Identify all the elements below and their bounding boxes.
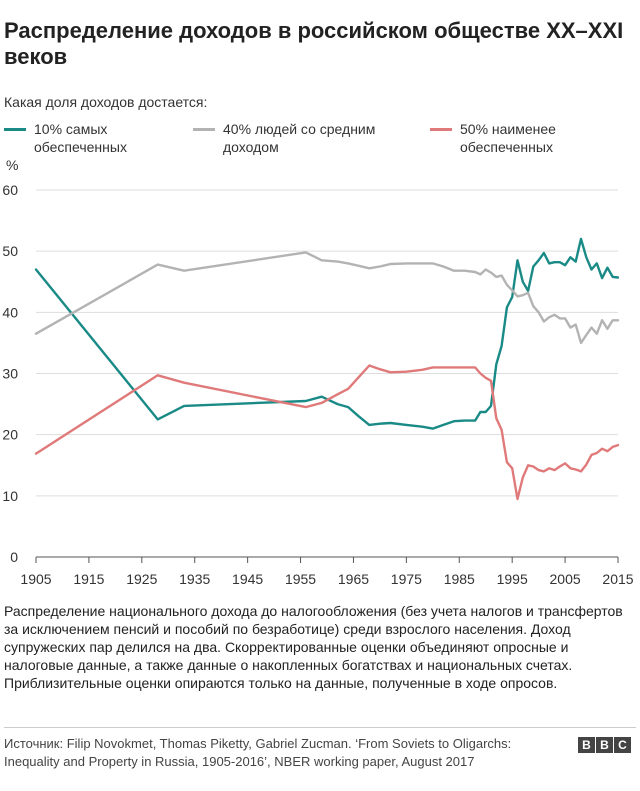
x-tick-label-1905: 1905 [20,571,51,587]
bbc-logo-b2: B [596,737,613,753]
x-tick-label-1925: 1925 [126,571,157,587]
series-line-middle40 [34,251,620,345]
legend-label-bottom50: 50% наименее обеспеченных [460,121,556,155]
x-tick-label-2015: 2015 [602,571,633,587]
y-tick-label-50: 50 [2,243,18,259]
y-tick-label-40: 40 [2,304,18,320]
x-tick-label-1975: 1975 [391,571,422,587]
series-line-bottom50 [34,364,620,501]
bbc-logo-b1: B [578,737,595,753]
y-tick-label-20: 20 [2,427,18,443]
bbc-logo-c: C [614,737,631,753]
legend-swatch-middle40 [193,128,215,131]
y-tick-label-10: 10 [2,488,18,504]
line-chart: % 0 10 20 30 40 50 60 1905 1915 1925 1935 1945 1955 19… [2,157,633,587]
x-tick-label-1985: 1985 [444,571,475,587]
x-tick-label-1955: 1955 [285,571,316,587]
methodology-note: Распределение национального дохода до на… [4,603,623,691]
x-tick-label-1915: 1915 [73,571,104,587]
legend-swatch-top10 [4,128,26,131]
series-line-top10 [34,237,620,430]
x-tick-label-1945: 1945 [232,571,263,587]
y-axis-unit-label: % [6,157,18,173]
chart-subtitle: Какая доля доходов достается: [4,94,208,110]
y-tick-label-0: 0 [10,549,18,565]
footer-divider [4,727,636,728]
chart-title: Распределение доходов в российском общес… [4,18,624,69]
x-tick-label-2005: 2005 [550,571,581,587]
x-tick-label-1935: 1935 [179,571,210,587]
legend-label-middle40: 40% людей со средним доходом [223,121,376,155]
x-tick-label-1995: 1995 [497,571,528,587]
legend-label-top10: 10% самых обеспеченных [34,121,127,155]
legend-swatch-bottom50 [430,128,452,131]
y-tick-label-30: 30 [2,366,18,382]
x-tick-label-1965: 1965 [338,571,369,587]
source-text: Источник: Filip Novokmet, Thomas Piketty… [4,736,512,769]
y-tick-label-60: 60 [2,182,18,198]
